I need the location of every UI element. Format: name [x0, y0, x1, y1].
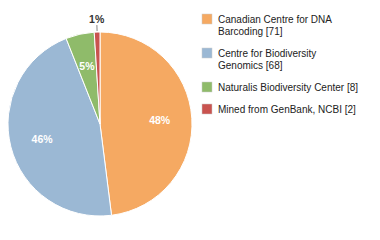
pie-slice — [94, 32, 100, 124]
pie — [8, 32, 192, 216]
legend-swatch — [202, 14, 212, 24]
pie-slice — [66, 32, 100, 124]
legend: Canadian Centre for DNABarcoding [71] Cen… — [202, 14, 358, 115]
legend-label-line: Mined from GenBank, NCBI [2] — [218, 104, 356, 115]
legend-label-line: Canadian Centre for DNA — [218, 14, 332, 25]
data-label: 46% — [32, 133, 54, 145]
legend-swatch — [202, 48, 212, 58]
chart: 48% 46% 5% 1% Canadian Centre for DNABarcodi… — [0, 0, 380, 240]
legend-label: Centre for BiodiversityGenomics [68] — [218, 48, 316, 71]
legend-swatch — [202, 82, 212, 92]
data-labels: 48% 46% 5% 1% — [32, 13, 171, 145]
legend-swatch — [202, 104, 212, 114]
legend-label: Mined from GenBank, NCBI [2] — [218, 104, 356, 115]
legend-label-line: Naturalis Biodiversity Center [8] — [218, 82, 358, 93]
legend-label: Canadian Centre for DNABarcoding [71] — [218, 14, 332, 37]
legend-label-line: Barcoding [71] — [218, 26, 283, 37]
legend-label-line: Genomics [68] — [218, 60, 283, 71]
data-label: 1% — [89, 13, 105, 25]
pie-slice — [100, 32, 192, 215]
data-label: 48% — [149, 114, 171, 126]
legend-label-line: Centre for Biodiversity — [218, 48, 316, 59]
data-label: 5% — [79, 60, 95, 72]
legend-label: Naturalis Biodiversity Center [8] — [218, 82, 358, 93]
label-leader — [96, 25, 97, 31]
